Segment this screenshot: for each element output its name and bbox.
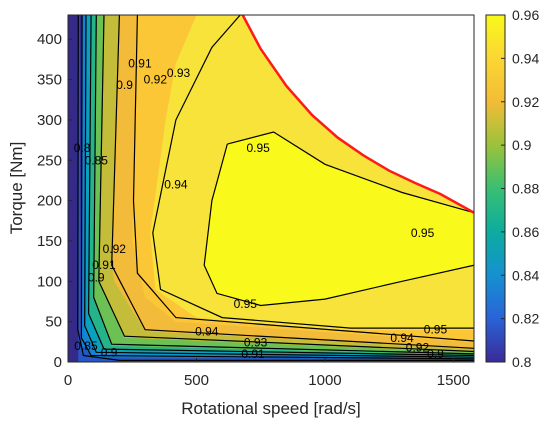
contour-label: 0.92	[406, 340, 430, 354]
contour-label: 0.94	[195, 324, 219, 338]
contour-line	[203, 143, 474, 307]
contour-label: 0.9	[88, 270, 105, 284]
contour-label: 0.95	[411, 226, 435, 240]
colorbar-tick-label: 0.86	[512, 224, 539, 240]
contour-line	[152, 15, 474, 329]
contour-line	[87, 15, 474, 357]
contour-label: 0.92	[144, 73, 168, 87]
region-0.95	[204, 132, 474, 306]
contour-label: 0.94	[164, 177, 188, 191]
colorbar-tick-label: 0.88	[512, 181, 539, 197]
y-tick-label: 400	[37, 31, 62, 48]
colorbar-tick-label: 0.9	[512, 137, 532, 153]
colorbar-tick-label: 0.82	[512, 311, 539, 327]
y-tick-label: 0	[54, 354, 62, 371]
x-axis-ticks: 0 500 1000 1500	[64, 358, 470, 389]
x-tick-label: 500	[184, 372, 209, 389]
contour-label: 0.94	[390, 331, 414, 345]
colorbar-ticks: 0.8 0.82 0.84 0.86 0.88 0.9 0.92 0.94 0.96	[501, 7, 539, 370]
contour-label: 0.85	[74, 339, 98, 353]
y-tick-label: 100	[37, 273, 62, 290]
y-tick-label: 200	[37, 193, 62, 210]
contour-label: 0.92	[103, 242, 127, 256]
y-tick-label: 50	[45, 314, 62, 331]
contour-label: 0.95	[246, 141, 270, 155]
x-axis-label: Rotational speed [rad/s]	[181, 399, 361, 418]
contour-label: 0.91	[128, 56, 152, 70]
contour-label: 0.95	[234, 297, 258, 311]
y-tick-label: 250	[37, 152, 62, 169]
contour-line	[111, 15, 474, 349]
contour-fill-layer	[68, 15, 474, 362]
contour-label-layer: 0.950.940.950.950.94 0.950.940.93 0.920.93…	[74, 56, 448, 361]
max-torque-curve	[241, 15, 474, 214]
contour-line-layer	[77, 15, 474, 361]
x-tick-label: 1500	[437, 372, 470, 389]
plot-frame	[67, 14, 475, 363]
x-tick-label: 1000	[308, 372, 341, 389]
colorbar-tick-label: 0.8	[512, 354, 532, 370]
colorbar-tick-label: 0.92	[512, 94, 539, 110]
max-torque-curve-layer	[241, 15, 474, 214]
contour-line	[98, 15, 474, 353]
y-tick-label: 300	[37, 112, 62, 129]
y-axis-label: Torque [Nm]	[7, 142, 26, 235]
y-axis-ticks: 0 50 100 150 200 250 300 350 400	[37, 31, 72, 371]
infeasible-region	[242, 15, 474, 213]
contour-label: 0.9	[116, 78, 133, 92]
contour-label: 0.9	[427, 347, 444, 361]
contour-line	[227, 131, 474, 214]
contour-label: 0.93	[167, 66, 191, 80]
contour-label: 0.91	[92, 258, 116, 272]
contour-label: 0.85	[85, 153, 109, 167]
contour-label: 0.9	[101, 345, 118, 359]
contour-label: 0.95	[424, 323, 448, 337]
contour-line	[84, 15, 474, 358]
contour-line	[132, 15, 474, 342]
contour-line	[80, 15, 474, 360]
y-tick-label: 150	[37, 233, 62, 250]
colorbar-tick-label: 0.94	[512, 50, 539, 66]
contour-label: 0.93	[244, 336, 268, 350]
colorbar-tick-label: 0.84	[512, 267, 539, 283]
colorbar-tick-label: 0.96	[512, 7, 539, 23]
y-tick-label: 350	[37, 72, 62, 89]
contour-line	[77, 15, 474, 361]
x-tick-label: 0	[64, 372, 72, 389]
contour-line	[93, 15, 474, 355]
contour-label: 0.91	[241, 347, 265, 361]
contour-label: 0.8	[74, 141, 91, 155]
